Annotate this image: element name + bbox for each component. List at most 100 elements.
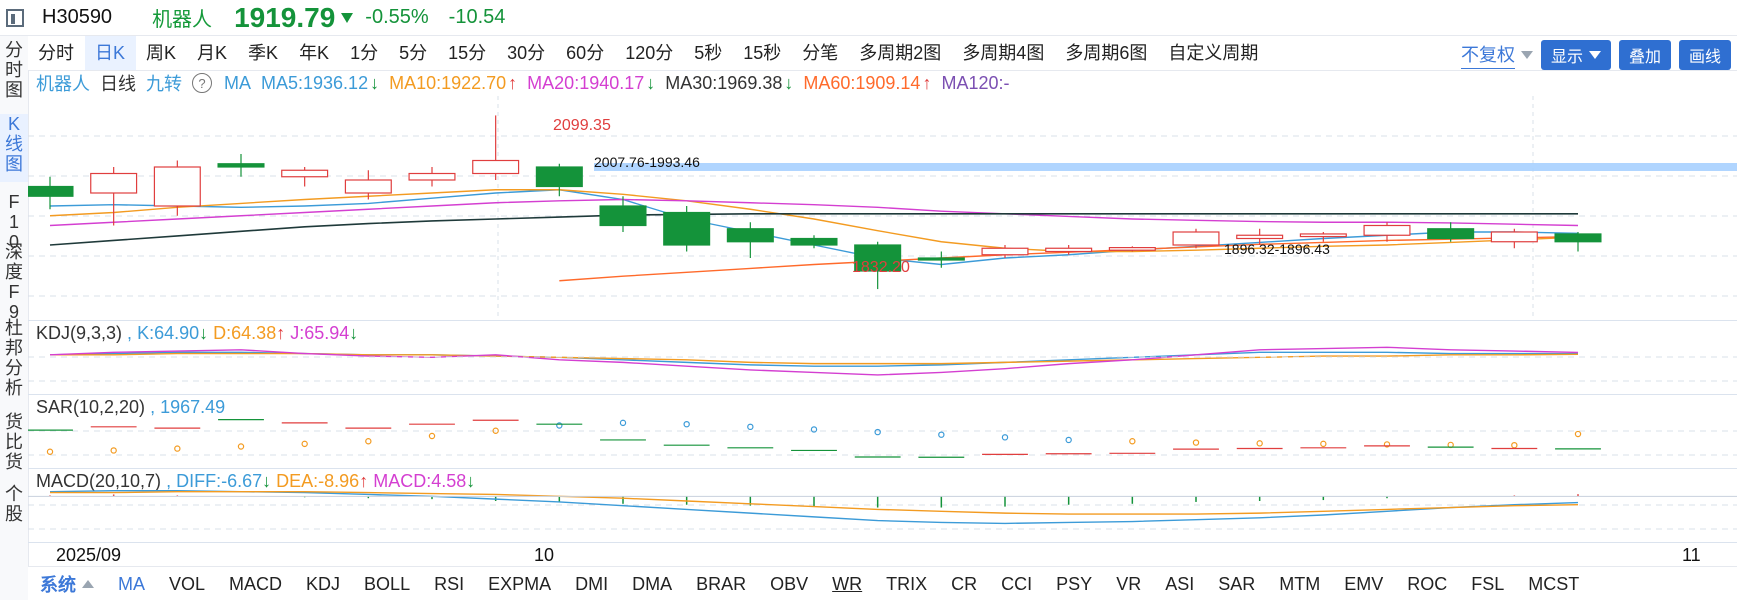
left-nav-item[interactable]: 深度F9 [0,242,28,322]
tab-tick[interactable]: 分笔 [792,36,849,70]
arrow-down-icon [341,12,354,23]
highlight-band [594,163,1737,171]
tab-label: 15分 [448,43,487,63]
tab-custom[interactable]: 自定义周期 [1158,36,1269,70]
overlay-label: 叠加 [1628,49,1661,66]
tab-60m[interactable]: 60分 [556,36,615,70]
candle-body-up [153,166,201,207]
indicator-tab[interactable]: ROC [1407,573,1448,594]
indicator-tab[interactable]: DMA [632,573,673,594]
candle-body-up [408,172,456,181]
tab-monthly[interactable]: 月K [187,36,238,70]
kdj-panel: KDJ(9,3,3) , K:64.90↓ D:64.38↑ J:65.94↓ [28,320,1737,395]
macd-macd: MACD:4.58 [373,471,467,491]
chart-controls: 不复权 显示 叠加 画线 [1460,40,1731,70]
display-button[interactable]: 显示 [1540,40,1611,70]
tab-quarterly[interactable]: 季K [238,36,289,70]
indicator-tab[interactable]: OBV [770,573,809,594]
candle-body-up [1108,247,1156,251]
indicator-tab[interactable]: BOLL [364,573,411,594]
overlay-button[interactable]: 叠加 [1618,40,1671,70]
arrow-down-icon: ↓ [370,72,380,93]
indicator-tab[interactable]: MACD [229,573,283,594]
tab-multi4[interactable]: 多周期4图 [952,36,1055,70]
indicator-tab[interactable]: SAR [1218,573,1256,594]
indicator-tab[interactable]: ASI [1165,573,1195,594]
indicator-tab[interactable]: RSI [434,573,465,594]
indicator-tab[interactable]: FSL [1471,573,1505,594]
sar-dot [110,447,117,454]
tab-multi6[interactable]: 多周期6图 [1055,36,1158,70]
indicator-tab[interactable]: CR [951,573,978,594]
tab-5s[interactable]: 5秒 [684,36,733,70]
indicator-tab[interactable]: BRAR [696,573,747,594]
tab-label: 周K [146,43,177,63]
ma-stock-name: 机器人 [36,74,90,94]
candle-body-up [1299,233,1347,238]
help-icon[interactable]: ? [192,73,212,93]
indicator-tab[interactable]: PSY [1056,573,1093,594]
candle-body-down [790,237,838,246]
indicator-tab[interactable]: KDJ [306,573,341,594]
candle-body-down [1554,233,1602,243]
indicator-tab[interactable]: MA [118,573,145,594]
low-label: 1832.20 [852,259,910,276]
tab-minute[interactable]: 分时 [28,36,85,70]
candle-body-up [1172,231,1220,246]
indicator-tab[interactable]: VOL [169,573,206,594]
left-nav-item[interactable]: 货比货 [0,412,28,476]
indicator-tab[interactable]: EXPMA [488,573,552,594]
indicator-tab[interactable]: EMV [1344,573,1384,594]
candle-body-down [535,166,583,188]
left-nav-item[interactable]: 个股 [0,484,28,536]
left-nav-item-active[interactable]: K线图 [0,114,28,182]
tab-120m[interactable]: 120分 [615,36,684,70]
tab-15s[interactable]: 15秒 [733,36,792,70]
ma10-value: MA10:1922.70 ↑ [389,73,517,94]
indicator-tab[interactable]: VR [1116,573,1142,594]
timeline-label: 2025/09 [56,545,122,565]
tab-yearly[interactable]: 年K [289,36,340,70]
tab-30m[interactable]: 30分 [497,36,556,70]
tab-1m[interactable]: 1分 [340,36,389,70]
ma-line-ma20 [49,198,1579,227]
indicator-tab[interactable]: DMI [575,573,609,594]
chevron-down-icon [1588,51,1601,59]
left-nav-item[interactable]: F10 [0,192,28,252]
indicator-tab[interactable]: CCI [1001,573,1033,594]
tab-daily[interactable]: 日K [85,36,137,70]
timeline-label: 10 [534,545,555,565]
sar-dot [810,426,818,433]
macd-diff-line [49,490,1579,525]
ma60-text: MA60:1909.14 [803,72,921,93]
fuquan-dropdown[interactable]: 不复权 [1460,41,1533,69]
tab-5m[interactable]: 5分 [389,36,438,70]
jiuzhuan-indicator[interactable]: 九转 [146,70,182,96]
ma-legend: 机器人 日线 九转 ? MA MA5:1936.12 ↓ MA10:1922.70… [36,70,1716,96]
kline-chart[interactable]: 2099.35 2007.76-1993.46 1832.20 1896.32-… [28,96,1737,320]
left-nav-item[interactable]: 分时图 [0,40,28,106]
candle-body-down [1427,228,1475,240]
sar-dot [874,428,881,436]
tab-15m[interactable]: 15分 [438,36,497,70]
range-label-2: 1896.32-1896.43 [1224,241,1330,257]
draw-line-button[interactable]: 画线 [1678,40,1731,70]
macd-dea: DEA:-8.96 [276,471,360,491]
indicator-tab[interactable]: MCST [1528,573,1580,594]
left-nav-item[interactable]: 杜邦分析 [0,318,28,404]
tab-multi2[interactable]: 多周期2图 [849,36,952,70]
kdj-title: KDJ(9,3,3) , K:64.90↓ D:64.38↑ J:65.94↓ [36,323,359,343]
tab-weekly[interactable]: 周K [136,36,187,70]
candles [28,115,1602,290]
sar-dot [556,422,563,429]
window-icon[interactable] [6,8,24,27]
indicator-tab[interactable]: TRIX [886,573,928,594]
indicator-tab[interactable]: WR [832,573,863,594]
system-label: 系统 [40,575,76,595]
timeline: 2025/09 10 11 [28,542,1737,567]
kdj-d: D:64.38 [213,323,277,343]
system-tab[interactable]: 系统 [28,571,106,597]
tab-label: 多周期2图 [859,43,942,63]
ma10-text: MA10:1922.70 [389,72,507,93]
indicator-tab[interactable]: MTM [1279,573,1321,594]
